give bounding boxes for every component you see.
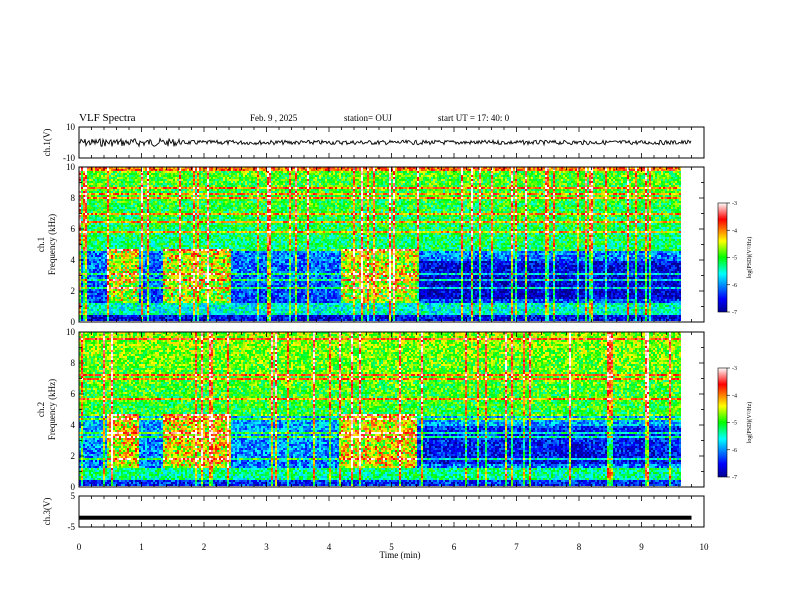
y-tick-label: 0 [71,317,76,327]
x-tick-label: 3 [264,542,269,552]
ch2-spectrogram-image [79,332,693,486]
ch2-spectrogram-ylabel-frequency: Frequency (kHz) [47,379,57,440]
station-label: station= OUJ [344,113,392,123]
colorbar-tick-label: -7 [732,310,737,316]
y-tick-label: 4 [71,255,76,265]
x-tick-label: 2 [202,542,207,552]
y-tick-label: 2 [71,286,76,296]
y-tick-label: 2 [71,451,76,461]
x-tick-label: 9 [639,542,644,552]
colorbar-tick-label: -5 [732,421,737,427]
ch1-spectrogram-colorbar [717,202,728,313]
colorbar-tick-label: -7 [732,475,737,481]
colorbar-tick-label: -3 [732,201,737,207]
y-tick-label: 5 [71,491,76,501]
y-tick-label: 6 [71,224,76,234]
x-axis-label: Time (min) [380,550,421,560]
start-time-label: start UT = 17: 40: 0 [438,113,510,123]
x-tick-label: 7 [514,542,519,552]
ch2-spectrogram-ylabel-channel: ch.2 [36,402,46,417]
x-tick-label: 10 [700,542,710,552]
y-tick-label: -10 [63,153,75,163]
x-tick-label: 1 [139,542,144,552]
y-tick-label: 4 [71,420,76,430]
y-tick-label: -5 [68,522,76,532]
y-tick-label: 8 [71,193,76,203]
y-tick-label: 6 [71,389,76,399]
ch2-spectrogram-frame [78,331,705,488]
ch1-spectrogram-image [79,167,693,321]
ch1-trace [78,137,692,148]
ch2-spectrogram-colorbar [717,367,728,478]
x-tick-label: 4 [327,542,332,552]
y-tick-label: 8 [71,358,76,368]
date-label: Feb. 9 , 2025 [250,113,298,123]
x-tick-label: 0 [77,542,82,552]
colorbar-tick-label: -6 [732,283,737,289]
ch1-spectrogram-frame [78,166,705,323]
ch1-waveform-ylabel: ch.1(V) [42,129,52,157]
y-tick-label: 10 [66,162,76,172]
colorbar-tick-label: -4 [732,228,737,234]
x-tick-label: 5 [389,542,394,552]
ch3-trace [79,515,692,520]
colorbar-tick-label: -3 [732,366,737,372]
ch1-spectrogram-ylabel-frequency: Frequency (kHz) [47,214,57,275]
ch1-spectrogram-ylabel-channel: ch.1 [36,237,46,252]
x-tick-label: 6 [452,542,457,552]
colorbar-tick-label: -6 [732,448,737,454]
ch3-waveform-ylabel: ch.3(V) [42,498,52,526]
ch2-spectrogram-colorbar-label: log(PSD)(V²/Hz) [746,402,753,443]
figure-title: VLF Spectra [79,112,136,124]
colorbar-tick-label: -4 [732,393,737,399]
x-tick-label: 8 [577,542,582,552]
y-tick-label: 10 [66,122,76,132]
y-tick-label: 10 [66,327,76,337]
y-tick-label: 0 [71,482,76,492]
colorbar-tick-label: -5 [732,256,737,262]
ch1-spectrogram-colorbar-label: log(PSD)(V²/Hz) [746,237,753,278]
